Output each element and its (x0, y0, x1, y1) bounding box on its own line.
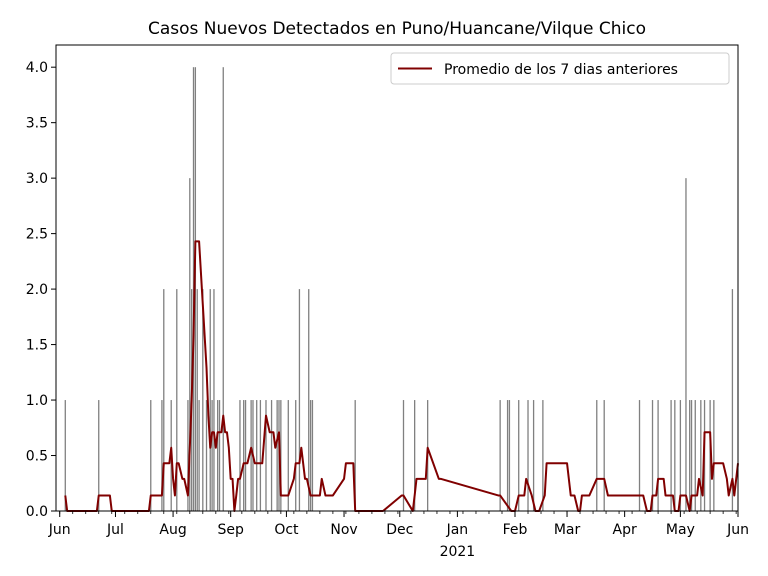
bar (244, 400, 247, 511)
y-tick-label: 4.0 (26, 60, 48, 76)
x-tick-label: May (666, 522, 695, 538)
y-tick-label: 3.0 (26, 171, 48, 187)
x-tick-label: Apr (613, 522, 637, 538)
bar (694, 400, 696, 511)
bar (64, 400, 66, 511)
x-tick-label: Dec (386, 522, 413, 538)
y-tick-label: 1.0 (26, 393, 48, 409)
bar (287, 400, 289, 511)
bar (198, 400, 200, 511)
bar (218, 400, 221, 511)
bar (243, 400, 245, 511)
y-tick-label: 2.0 (26, 282, 48, 298)
bar (674, 400, 676, 511)
bar (532, 400, 535, 511)
y-axis: 0.0 0.5 1.0 1.5 2.0 2.5 3.0 3.5 4.0 (26, 60, 56, 520)
bar (308, 289, 310, 511)
bar (542, 400, 544, 511)
bar (280, 400, 282, 511)
x-tick-label: Jun (726, 522, 749, 538)
bar (295, 400, 297, 511)
x-tick-sublabel: 2021 (440, 544, 476, 560)
x-tick-label: Jul (106, 522, 124, 538)
bar (98, 400, 100, 511)
bar (638, 400, 641, 511)
legend-label: Promedio de los 7 dias anteriores (444, 62, 678, 78)
plot-frame (55, 44, 739, 512)
bar (189, 178, 191, 511)
bar (309, 400, 312, 511)
bar (679, 400, 682, 511)
bar (414, 400, 416, 511)
bar (213, 289, 215, 511)
bar (259, 400, 262, 511)
y-tick-label: 0.0 (26, 504, 48, 520)
bar (211, 400, 213, 511)
bar (596, 400, 598, 511)
bar (222, 67, 224, 511)
bar (217, 400, 219, 511)
bar (311, 400, 314, 511)
x-tick-label: Jan (446, 522, 469, 538)
bar (202, 289, 204, 511)
bar (690, 400, 693, 511)
bar (685, 178, 687, 511)
bar (176, 289, 178, 511)
bar (354, 400, 356, 511)
y-tick-label: 0.5 (26, 449, 48, 465)
bar (402, 400, 405, 511)
bar (518, 400, 520, 511)
bar (731, 289, 734, 511)
x-tick-label: Oct (274, 522, 299, 538)
bar (670, 400, 672, 511)
x-tick-label: Mar (554, 522, 581, 538)
line-series (64, 240, 739, 512)
bar (256, 400, 258, 511)
y-tick-label: 2.5 (26, 227, 48, 243)
bar (150, 400, 152, 511)
bar (713, 400, 715, 511)
bar (265, 400, 267, 511)
bar (689, 400, 691, 511)
x-tick-label: Sep (217, 522, 244, 538)
bar (276, 400, 278, 511)
x-tick-label: Feb (503, 522, 528, 538)
bar (196, 289, 198, 511)
bar (298, 289, 301, 511)
y-tick-label: 3.5 (26, 116, 48, 132)
bar (603, 400, 605, 511)
bar (508, 400, 511, 511)
x-tick-label: Jun (48, 522, 71, 538)
x-tick-label: Nov (330, 522, 357, 538)
x-tick-label: Aug (159, 522, 186, 538)
bar (499, 400, 501, 511)
bar (209, 289, 211, 511)
bar (163, 289, 165, 511)
chart-title: Casos Nuevos Detectados en Puno/Huancane… (148, 19, 646, 39)
bar (161, 400, 163, 511)
legend-box (390, 52, 730, 85)
bar (239, 400, 241, 511)
legend: Promedio de los 7 dias anteriores (390, 52, 730, 85)
bar-series (64, 67, 734, 511)
bar (700, 400, 702, 511)
bar (657, 400, 659, 511)
bar (205, 400, 208, 511)
bar (506, 400, 509, 511)
bar (651, 400, 654, 511)
bar (527, 400, 529, 511)
bar (187, 400, 189, 511)
y-tick-label: 1.5 (26, 338, 48, 354)
series-line (64, 240, 739, 512)
bar (250, 400, 252, 511)
bar (270, 400, 273, 511)
x-axis: Jun Jul Aug Sep Oct Nov Dec Jan 2021 Feb Mar Apr May… (48, 511, 749, 560)
